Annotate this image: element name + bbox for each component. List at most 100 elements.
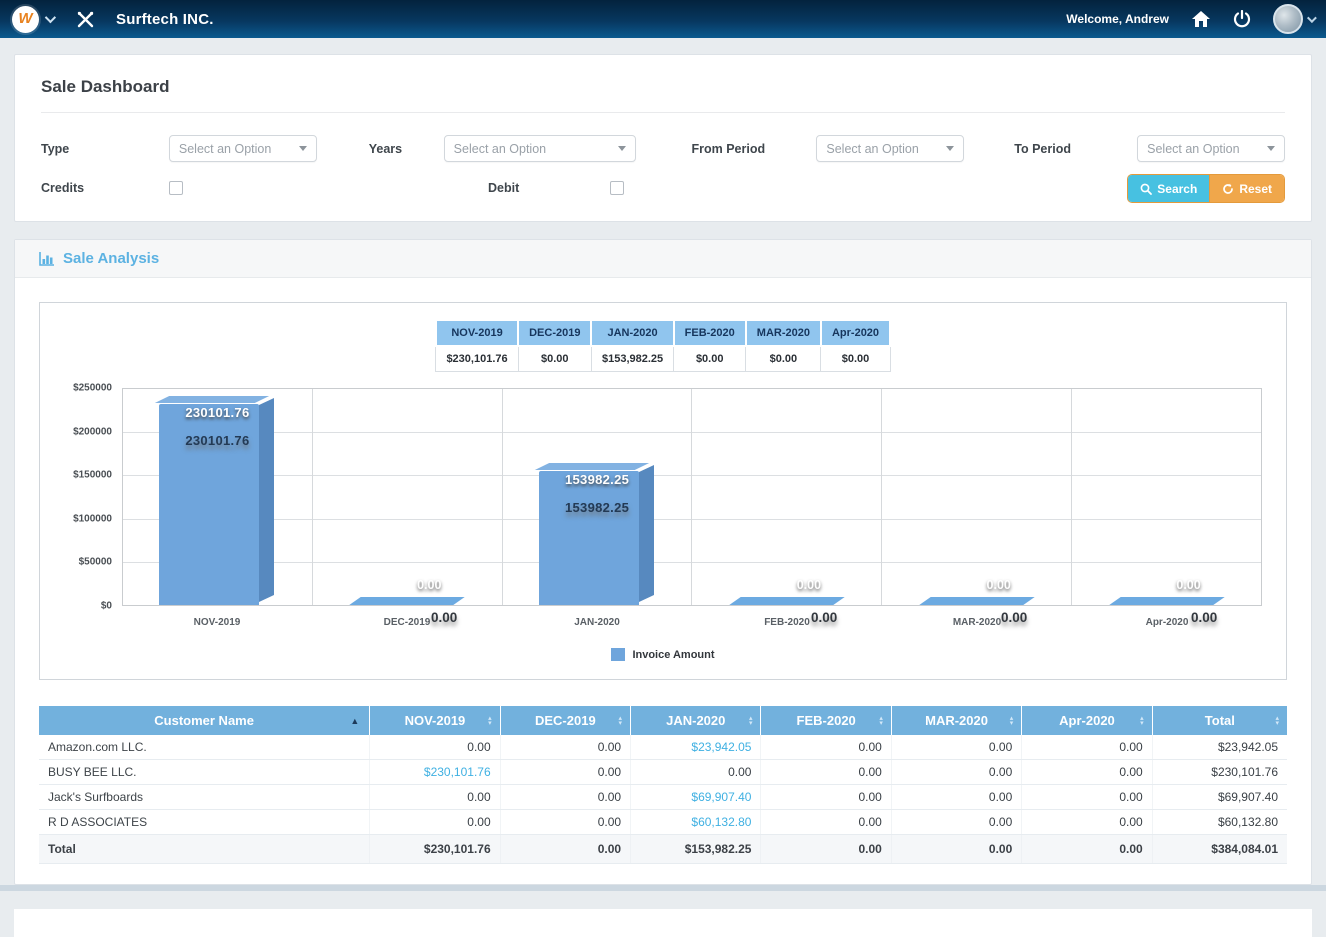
credits-checkbox[interactable] [169,180,183,195]
invoice-amount-chart: $250000 $200000 $150000 $100000 $50000 $0 230… [40,383,1286,612]
logo-chevron-down-icon[interactable] [44,11,57,24]
x-category-label: FEB-2020 [764,617,810,628]
x-category-label: Apr-2020 [1145,617,1189,628]
y-tick-label: $200000 [73,426,112,438]
x-category-label: JAN-2020 [574,617,620,628]
amount-cell: 0.00 [760,809,892,835]
sort-icon[interactable]: ▴ ▾ [879,714,883,727]
chevron-down-icon [617,146,626,151]
bottom-strip [0,885,1326,891]
total-amount-cell: 0.00 [890,834,1022,864]
x-category: NOV-2019 [122,612,312,638]
sort-icon[interactable]: ▴ ▾ [1009,714,1014,727]
to-period-select[interactable]: Select an Option [1137,135,1285,162]
table-column-header[interactable]: Customer Name ▲ [39,706,370,735]
amount-cell: 0.00 [890,759,1022,785]
table-column-header[interactable]: Total ▴ ▾ [1151,706,1287,735]
avatar-chevron-down-icon [1306,12,1317,23]
x-category: JAN-2020 [502,612,692,638]
amount-cell: 0.00 [499,735,631,760]
bar-value-label-outer: 230101.76 [185,405,250,420]
amount-cell: 0.00 [499,759,631,785]
to-period-label: To Period [1014,141,1071,156]
zero-bar[interactable] [919,597,1035,605]
sort-icon[interactable]: ▴ ▾ [1140,714,1144,727]
y-tick-label: $100000 [73,513,112,525]
y-axis: $250000 $200000 $150000 $100000 $50000 $0 [56,383,122,612]
chart-band: 153982.25 153982.25 [503,389,693,605]
search-icon [1140,183,1153,195]
sort-icon[interactable]: ▴ ▾ [748,714,753,727]
sort-icon[interactable]: ▴ ▾ [488,714,492,727]
amount-cell: 0.00 [890,784,1022,810]
bar-3d-side [639,465,655,602]
amount-cell: 0.00 [760,784,892,810]
table-column-header[interactable]: JAN-2020 ▴ ▾ [630,706,761,735]
amount-link-cell[interactable]: $69,907.40 [630,784,761,810]
zero-bar[interactable] [349,597,465,605]
table-column-header[interactable]: DEC-2019 ▴ ▾ [499,706,631,735]
amount-cell: 0.00 [1021,759,1153,785]
page-title: Sale Dashboard [41,77,170,96]
amount-cell: 0.00 [369,809,501,835]
type-select[interactable]: Select an Option [168,135,317,162]
total-amount-cell: 0.00 [499,834,631,864]
table-row: BUSY BEE LLC. $230,101.76 0.00 0.00 0.00 0.00… [39,759,1287,785]
debit-label: Debit [488,180,520,195]
debit-checkbox[interactable] [610,180,624,195]
amount-cell: 0.00 [760,735,892,760]
legend-swatch [611,648,626,661]
table-column-header[interactable]: Apr-2020 ▴ ▾ [1021,706,1153,735]
customer-name-cell: R D ASSOCIATES [39,809,370,835]
amount-link-cell[interactable]: $230,101.76 [369,759,501,785]
summary-value: $0.00 [820,345,891,372]
bar-value-label-inner: 153982.25 [564,500,630,515]
reset-button[interactable]: Reset [1210,175,1284,202]
tools-icon[interactable] [77,11,94,28]
amount-cell: 0.00 [369,735,501,760]
zero-bar[interactable] [1108,597,1225,605]
customer-name-cell: Amazon.com LLC. [39,735,370,760]
sort-icon[interactable]: ▴ ▾ [618,714,623,727]
amount-link-cell[interactable]: $23,942.05 [630,735,761,760]
bar[interactable] [159,404,260,605]
customer-name-cell: Jack's Surfboards [39,784,370,810]
amount-link-cell[interactable]: $60,132.80 [630,809,761,835]
from-period-select[interactable]: Select an Option [816,135,965,162]
bar-chart-icon [39,251,54,266]
table-column-header[interactable]: FEB-2020 ▴ ▾ [760,706,892,735]
top-navbar: W Surftech INC. Welcome, Andrew [0,0,1326,38]
sort-icon[interactable]: ▴ ▾ [1275,714,1279,727]
summary-col-header: MAR-2020 [744,319,822,347]
company-logo[interactable]: W [12,5,39,33]
bar-3d-top [155,396,270,403]
table-column-header[interactable]: MAR-2020 ▴ ▾ [890,706,1022,735]
amount-cell: $230,101.76 [1151,759,1287,785]
amount-cell: 0.00 [890,735,1022,760]
from-period-label: From Period [691,141,766,156]
filter-row-selects: Type Select an Option Years Select an Op… [41,135,1285,162]
bar[interactable] [539,471,640,605]
summary-value: $153,982.25 [590,345,675,372]
x-category-label: MAR-2020 [952,617,1002,628]
years-select[interactable]: Select an Option [443,135,636,162]
bar-value-label-outer: 153982.25 [564,472,630,487]
chart-band: 0.00 [1072,389,1261,605]
zero-bar[interactable] [729,597,845,605]
power-icon[interactable] [1233,10,1251,28]
logo-letter: W [18,9,33,27]
user-avatar-menu[interactable] [1273,4,1317,34]
home-icon[interactable] [1191,10,1211,28]
bar-3d-side [259,398,275,602]
table-column-header[interactable]: NOV-2019 ▴ ▾ [369,706,501,735]
avatar[interactable] [1273,4,1303,34]
sort-ascending-icon[interactable]: ▲ [350,715,360,726]
summary-value: $0.00 [517,345,592,372]
sale-analysis-body: NOV-2019 DEC-2019 JAN-2020 FEB-2020 MAR-2020… [15,278,1311,884]
plot-area: 230101.76 230101.76 0.00 153982.25 153982.25… [122,388,1262,606]
total-amount-cell: $230,101.76 [369,834,501,864]
total-amount-cell: 0.00 [1021,834,1153,864]
brand-title: Surftech INC. [116,10,214,28]
search-button[interactable]: Search [1128,175,1211,202]
legend-label: Invoice Amount [632,648,715,661]
